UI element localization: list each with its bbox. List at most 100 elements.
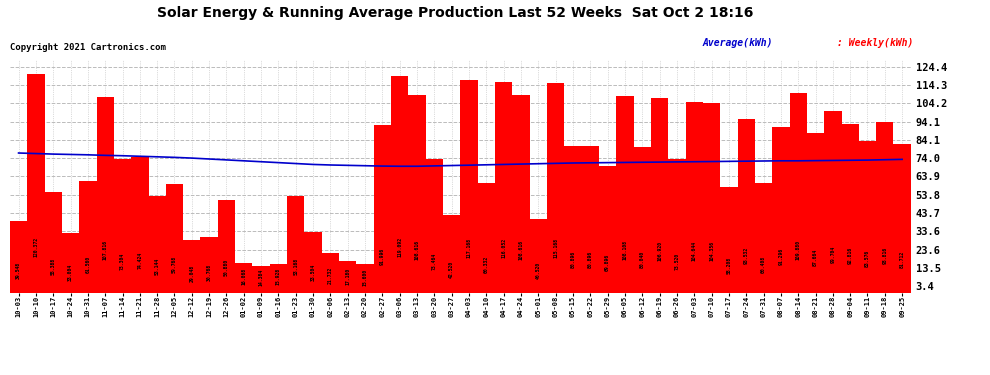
Text: 29.048: 29.048 — [189, 265, 194, 282]
Text: 17.180: 17.180 — [346, 268, 350, 285]
Bar — [444, 215, 460, 292]
Text: 74.424: 74.424 — [138, 252, 143, 270]
Text: 55.388: 55.388 — [50, 257, 55, 274]
Bar — [131, 158, 148, 292]
Text: 60.408: 60.408 — [761, 256, 766, 273]
Text: 81.712: 81.712 — [900, 250, 905, 267]
Bar — [894, 144, 911, 292]
Text: Copyright 2021 Cartronics.com: Copyright 2021 Cartronics.com — [10, 43, 165, 52]
Text: 14.384: 14.384 — [258, 268, 263, 286]
Bar — [772, 127, 790, 292]
Text: 109.880: 109.880 — [796, 240, 801, 260]
Text: 83.576: 83.576 — [865, 250, 870, 267]
Bar — [374, 125, 391, 292]
Bar — [513, 95, 530, 292]
Text: 53.144: 53.144 — [154, 258, 159, 275]
Bar — [166, 184, 183, 292]
Bar — [218, 200, 236, 292]
Text: 106.920: 106.920 — [657, 240, 662, 261]
Text: 30.768: 30.768 — [207, 264, 212, 281]
Bar — [10, 220, 28, 292]
Bar — [547, 83, 564, 292]
Text: 119.092: 119.092 — [397, 237, 402, 257]
Bar — [478, 183, 495, 292]
Text: 73.520: 73.520 — [674, 252, 679, 270]
Bar — [148, 196, 166, 292]
Bar — [790, 93, 807, 292]
Text: 92.816: 92.816 — [847, 247, 852, 264]
Bar — [45, 192, 62, 292]
Bar — [269, 264, 287, 292]
Text: 73.304: 73.304 — [120, 252, 125, 270]
Text: : Weekly(kWh): : Weekly(kWh) — [837, 38, 913, 48]
Text: 104.644: 104.644 — [692, 241, 697, 261]
Text: 33.504: 33.504 — [311, 263, 316, 280]
Bar — [842, 124, 859, 292]
Text: 117.168: 117.168 — [466, 238, 471, 258]
Text: 42.520: 42.520 — [449, 261, 454, 278]
Text: 60.332: 60.332 — [484, 256, 489, 273]
Bar — [686, 102, 703, 292]
Bar — [322, 253, 339, 292]
Text: 73.464: 73.464 — [432, 252, 437, 270]
Bar — [825, 111, 842, 292]
Text: 80.896: 80.896 — [570, 251, 575, 268]
Bar — [287, 196, 305, 292]
Bar — [530, 219, 547, 292]
Text: Solar Energy & Running Average Production Last 52 Weeks  Sat Oct 2 18:16: Solar Energy & Running Average Productio… — [157, 6, 753, 20]
Bar — [356, 264, 374, 292]
Text: 91.296: 91.296 — [778, 248, 783, 265]
Bar — [616, 96, 634, 292]
Bar — [236, 263, 252, 292]
Bar — [738, 119, 755, 292]
Bar — [859, 141, 876, 292]
Text: 39.548: 39.548 — [16, 262, 21, 279]
Text: 108.616: 108.616 — [415, 240, 420, 260]
Text: 40.520: 40.520 — [536, 261, 541, 279]
Text: 120.372: 120.372 — [34, 237, 39, 257]
Bar — [564, 146, 582, 292]
Text: 53.168: 53.168 — [293, 258, 298, 275]
Bar — [409, 95, 426, 292]
Bar — [721, 187, 738, 292]
Bar — [807, 133, 825, 292]
Bar — [703, 103, 721, 292]
Text: 87.664: 87.664 — [813, 249, 818, 266]
Text: 99.704: 99.704 — [831, 245, 836, 262]
Text: 61.560: 61.560 — [85, 256, 90, 273]
Text: 15.928: 15.928 — [276, 268, 281, 285]
Bar — [28, 74, 45, 292]
Bar — [634, 147, 651, 292]
Text: 58.208: 58.208 — [727, 256, 732, 274]
Text: 116.052: 116.052 — [501, 238, 506, 258]
Text: 115.168: 115.168 — [553, 238, 558, 258]
Text: 21.732: 21.732 — [328, 267, 333, 284]
Text: 15.600: 15.600 — [362, 268, 367, 285]
Text: 50.880: 50.880 — [224, 259, 229, 276]
Bar — [582, 146, 599, 292]
Bar — [599, 165, 616, 292]
Text: Average(kWh): Average(kWh) — [703, 38, 773, 48]
Text: 91.996: 91.996 — [380, 248, 385, 265]
Bar — [668, 159, 686, 292]
Text: 107.816: 107.816 — [103, 240, 108, 260]
Bar — [391, 76, 409, 292]
Bar — [79, 181, 97, 292]
Bar — [651, 98, 668, 292]
Text: 69.896: 69.896 — [605, 254, 610, 271]
Text: 108.108: 108.108 — [623, 240, 628, 260]
Bar — [339, 261, 356, 292]
Bar — [183, 240, 200, 292]
Bar — [305, 232, 322, 292]
Text: 16.068: 16.068 — [242, 268, 247, 285]
Bar — [114, 159, 131, 292]
Text: 108.616: 108.616 — [519, 240, 524, 260]
Text: 95.532: 95.532 — [743, 246, 748, 264]
Text: 104.356: 104.356 — [709, 241, 714, 261]
Bar — [252, 266, 269, 292]
Bar — [97, 97, 114, 292]
Bar — [62, 232, 79, 292]
Bar — [426, 159, 444, 292]
Bar — [200, 237, 218, 292]
Bar — [755, 183, 772, 292]
